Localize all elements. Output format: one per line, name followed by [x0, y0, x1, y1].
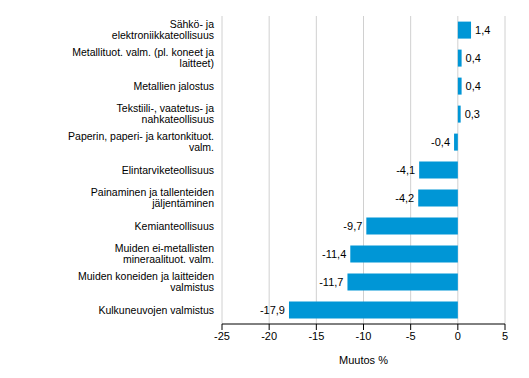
svg-text:-20: -20 [261, 330, 277, 342]
svg-text:-5: -5 [406, 330, 416, 342]
svg-text:-25: -25 [214, 330, 230, 342]
svg-text:-10: -10 [356, 330, 372, 342]
svg-text:Muiden koneiden ja laitteidenv: Muiden koneiden ja laitteidenvalmistus [78, 270, 214, 293]
svg-text:-11,7: -11,7 [319, 276, 343, 288]
svg-text:-11,4: -11,4 [322, 248, 346, 260]
svg-text:Sähkö- jaelektroniikkateollisu: Sähkö- jaelektroniikkateollisuus [112, 18, 214, 41]
svg-text:0: 0 [455, 330, 461, 342]
svg-text:Elintarviketeollisuus: Elintarviketeollisuus [122, 164, 214, 176]
svg-text:0,3: 0,3 [465, 108, 480, 120]
svg-text:Paperin, paperi- ja kartonkitu: Paperin, paperi- ja kartonkituot.valm. [68, 130, 214, 153]
svg-text:Metallituot. valm. (pl. koneet: Metallituot. valm. (pl. koneet jalaittee… [72, 46, 214, 69]
svg-text:Muiden ei-metallistenmineraali: Muiden ei-metallistenmineraalituot. valm… [115, 242, 214, 264]
svg-text:-15: -15 [308, 330, 324, 342]
svg-text:0,4: 0,4 [466, 80, 481, 92]
svg-text:1,4: 1,4 [475, 24, 490, 36]
svg-text:-4,2: -4,2 [395, 192, 414, 204]
svg-text:0,4: 0,4 [466, 52, 481, 64]
svg-text:Tekstiili-, vaatetus- janahkat: Tekstiili-, vaatetus- janahkateollisuus [117, 102, 215, 125]
svg-text:Painaminen ja tallenteidenjälj: Painaminen ja tallenteidenjäljentäminen [91, 186, 214, 209]
svg-text:-9,7: -9,7 [343, 220, 362, 232]
svg-text:5: 5 [502, 330, 508, 342]
svg-text:-17,9: -17,9 [260, 304, 285, 316]
svg-text:Kemianteollisuus: Kemianteollisuus [135, 220, 214, 232]
svg-text:-0,4: -0,4 [431, 136, 450, 148]
svg-text:Kulkuneuvojen valmistus: Kulkuneuvojen valmistus [98, 304, 214, 316]
svg-text:-4,1: -4,1 [396, 164, 415, 176]
svg-text:Metallien jalostus: Metallien jalostus [133, 80, 214, 92]
svg-text:Muutos %: Muutos % [339, 354, 388, 366]
